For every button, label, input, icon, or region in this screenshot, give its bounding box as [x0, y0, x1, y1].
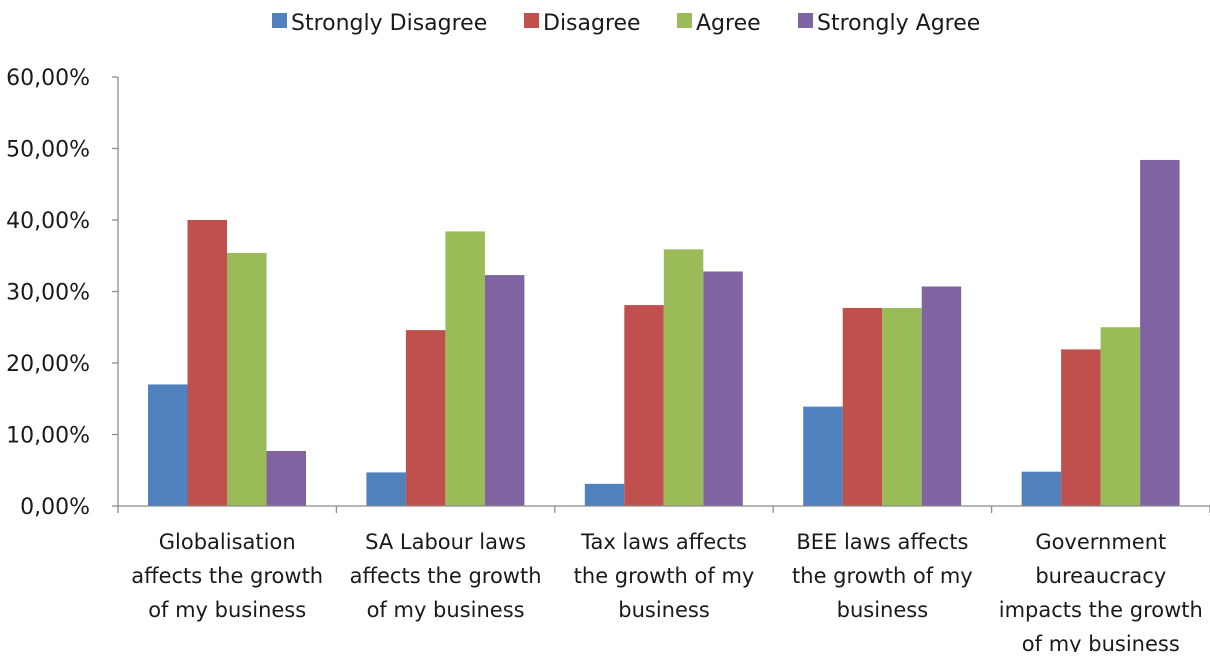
y-tick-label: 20,00%	[6, 352, 90, 377]
bar-disagree	[842, 307, 883, 506]
bar-disagree	[187, 220, 227, 506]
bar-strongly-disagree	[803, 406, 843, 506]
bar-strongly-disagree	[366, 472, 406, 506]
bar-agree	[882, 307, 922, 506]
legend-swatch	[798, 13, 813, 28]
bar-agree	[227, 252, 267, 506]
bar-strongly-agree	[484, 275, 525, 506]
y-axis: 0,00% 10,00% 20,00% 30,00% 40,00% 50,00% 60,00…	[6, 66, 119, 520]
legend-swatch	[524, 13, 539, 28]
x-tick-label: Government bureaucracy impacts the growth o…	[999, 530, 1203, 652]
bar-disagree	[624, 305, 664, 506]
y-tick-label: 50,00%	[6, 138, 90, 163]
x-tick-label: Tax laws affects the growth of my business	[574, 530, 755, 622]
legend-label: Agree	[696, 11, 761, 36]
bar-strongly-agree	[921, 286, 962, 506]
bar-agree	[1100, 327, 1141, 506]
bar-strongly-disagree	[148, 384, 188, 506]
bar-strongly-disagree	[584, 483, 625, 506]
bars	[148, 159, 1180, 506]
x-tick-label: BEE laws affects the growth of my business	[792, 530, 973, 622]
bar-agree	[663, 249, 704, 506]
y-tick-label: 40,00%	[6, 209, 90, 234]
bar-strongly-disagree	[1021, 471, 1062, 506]
y-tick-label: 10,00%	[6, 424, 90, 449]
legend-label: Strongly Agree	[817, 11, 980, 36]
bar-disagree	[1061, 349, 1101, 506]
bar-strongly-agree	[1140, 159, 1180, 506]
y-tick-label: 30,00%	[6, 281, 90, 306]
bar-disagree	[405, 330, 446, 506]
x-axis: Globalisation affects the growth of my bus…	[117, 505, 1210, 656]
legend: Strongly Disagree Disagree Agree Strongly A…	[272, 11, 980, 36]
bar-agree	[445, 231, 485, 506]
x-tick-label: Globalisation affects the growth of my bus…	[131, 530, 323, 622]
y-tick-label: 60,00%	[6, 66, 90, 91]
legend-label: Strongly Disagree	[291, 11, 487, 36]
legend-swatch	[677, 13, 692, 28]
x-tick-label: SA Labour laws affects the growth of my bu…	[350, 530, 542, 622]
y-tick-label: 0,00%	[20, 495, 90, 520]
legend-swatch	[272, 13, 287, 28]
bar-strongly-agree	[266, 450, 306, 506]
legend-label: Disagree	[543, 11, 641, 36]
bar-strongly-agree	[703, 271, 743, 506]
